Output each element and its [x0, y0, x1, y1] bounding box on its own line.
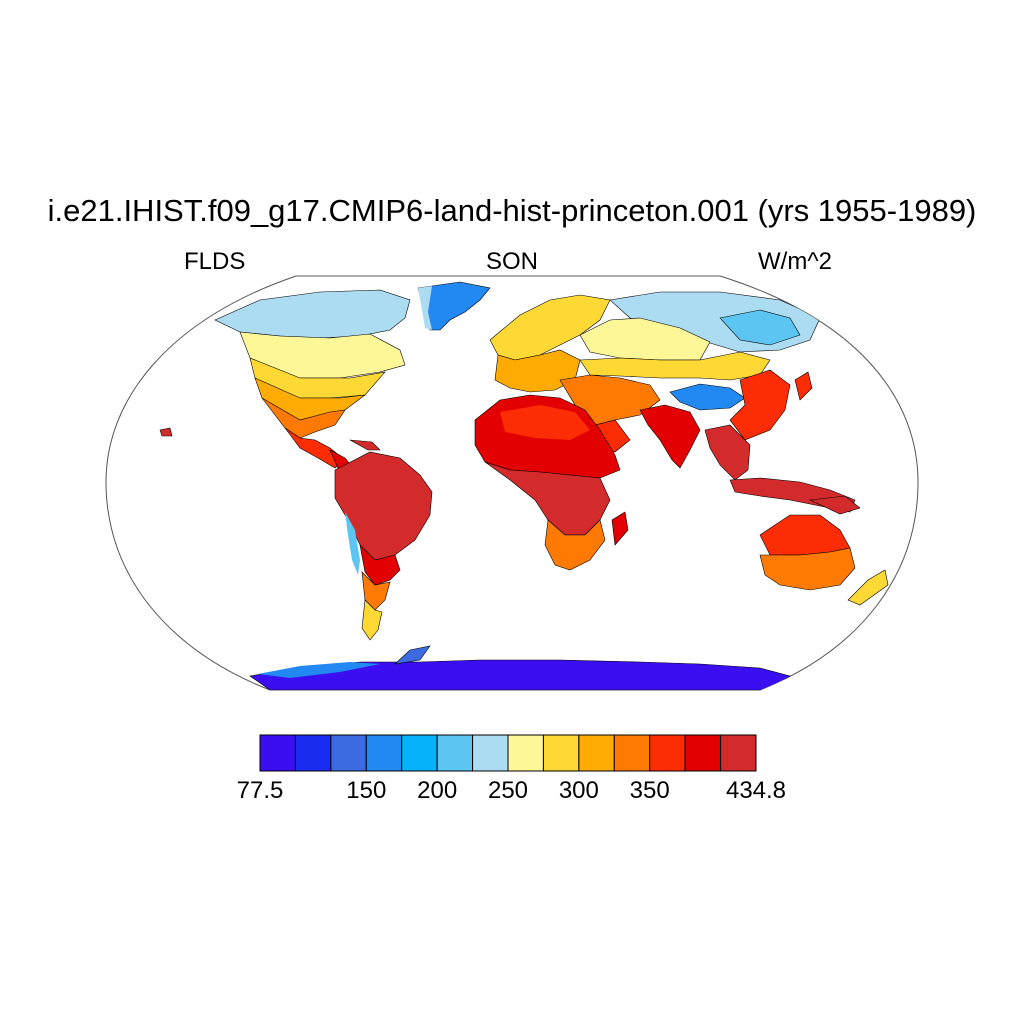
colorbar-tick-label: 434.8: [725, 777, 787, 804]
colorbar-tick-label: 77.5: [236, 777, 284, 804]
south-america-mid: [359, 544, 401, 586]
new-zealand: [847, 569, 889, 606]
central-asia: [579, 317, 711, 361]
colorbar-box: [613, 734, 651, 772]
colorbar-box: [578, 734, 615, 772]
plot-title: i.e21.IHIST.f09_g17.CMIP6-land-hist-prin…: [47, 193, 977, 228]
colorbar-tick-label: 250: [487, 777, 529, 804]
colorbar-tick-label: 350: [629, 777, 670, 804]
hawaii: [159, 427, 173, 437]
colorbar-tick-label: 200: [417, 777, 458, 804]
andes: [345, 512, 360, 575]
caribbean: [349, 439, 381, 451]
tibet: [669, 383, 746, 411]
colorbar-box: [720, 734, 757, 772]
patagonia: [361, 599, 383, 641]
colorbar-box: [684, 734, 722, 772]
africa-south: [544, 519, 606, 571]
colorbar-box: [259, 734, 296, 772]
colorbar-box: [472, 734, 509, 772]
colorbar-box: [330, 734, 367, 772]
season-label: SON: [485, 248, 538, 275]
china-east: [729, 369, 791, 441]
antarctica-coast: [258, 662, 380, 678]
india: [639, 404, 701, 469]
new-guinea: [808, 495, 861, 515]
colorbar-box: [436, 734, 474, 772]
japan: [794, 371, 813, 401]
sahara: [500, 405, 590, 440]
colorbar-tick-label: 300: [558, 777, 599, 804]
antarctica: [249, 659, 791, 690]
colorbar-box: [507, 734, 544, 772]
australia-south: [759, 547, 856, 591]
madagascar: [611, 511, 629, 546]
east-siberia: [719, 309, 801, 346]
colorbar-box: [649, 734, 686, 772]
colorbar-box: [294, 734, 332, 772]
units-label: W/m^2: [758, 248, 832, 275]
greenland-edge: [418, 286, 432, 330]
colorbar-tick-label: 150: [346, 777, 387, 804]
southeast-asia: [704, 424, 751, 481]
variable-label: FLDS: [184, 248, 246, 275]
antarctica-peninsula: [394, 645, 431, 665]
colorbar-box: [542, 734, 580, 772]
colorbar-box: [401, 734, 438, 772]
colorbar-box: [365, 734, 403, 772]
